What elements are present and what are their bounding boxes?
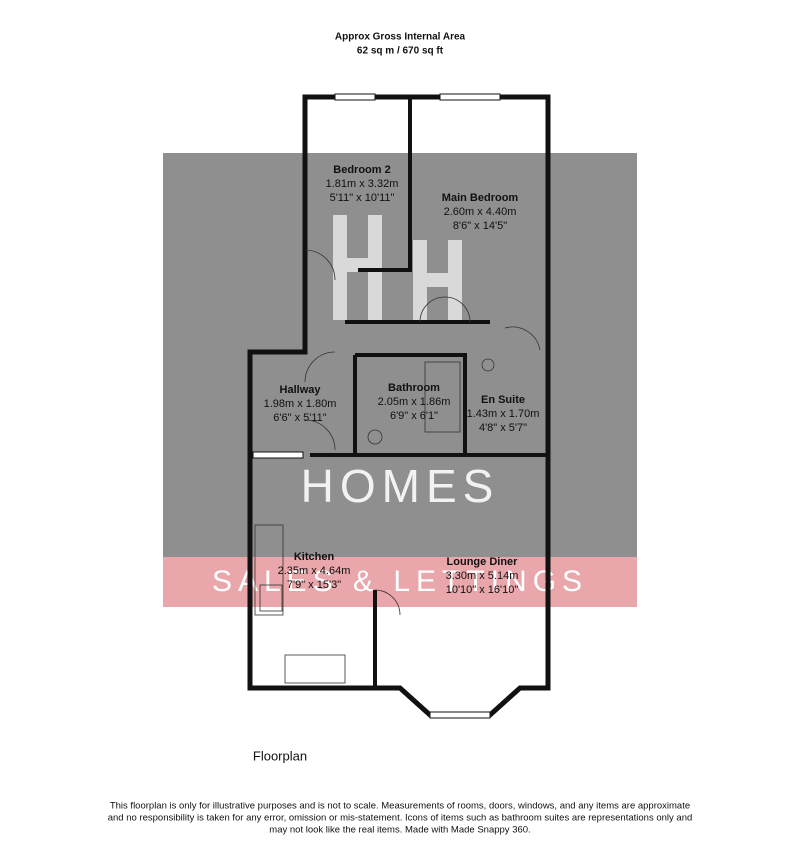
room-imperial: 8'6" x 14'5" bbox=[453, 220, 507, 232]
room-metric: 2.60m x 4.40m bbox=[444, 206, 517, 218]
plan-label: Floorplan bbox=[253, 748, 307, 763]
room-imperial: 6'9" x 6'1" bbox=[390, 410, 438, 422]
bath bbox=[424, 361, 461, 433]
room-name: En Suite bbox=[481, 394, 525, 406]
room-metric: 2.35m x 4.64m bbox=[278, 565, 351, 577]
header-line: 62 sq m / 670 sq ft bbox=[357, 46, 444, 57]
room-name: Lounge Diner bbox=[447, 556, 519, 568]
watermark-tagline: SALES & LETTINGS bbox=[212, 565, 588, 598]
window bbox=[429, 711, 491, 719]
room-metric: 2.05m x 1.86m bbox=[378, 396, 451, 408]
counter bbox=[254, 524, 284, 616]
sink bbox=[284, 654, 346, 684]
watermark-logo bbox=[333, 215, 462, 320]
disclaimer-line: and no responsibility is taken for any e… bbox=[108, 813, 693, 824]
window bbox=[252, 451, 304, 459]
watermark-brand: HOMES bbox=[301, 460, 500, 512]
room-metric: 3.30m x 5.14m bbox=[446, 570, 519, 582]
room-metric: 1.98m x 1.80m bbox=[264, 398, 337, 410]
room-name: Bathroom bbox=[388, 382, 440, 394]
room-imperial: 5'11" x 10'11" bbox=[330, 192, 395, 204]
disclaimer-line: This floorplan is only for illustrative … bbox=[110, 801, 690, 812]
room-name: Bedroom 2 bbox=[333, 164, 390, 176]
inner-wall bbox=[310, 320, 548, 688]
toilet bbox=[481, 358, 495, 372]
door-swing bbox=[304, 249, 541, 616]
disclaimer-line: may not look like the real items. Made w… bbox=[269, 825, 530, 836]
room-name: Kitchen bbox=[294, 551, 335, 563]
basin bbox=[367, 429, 383, 445]
room-imperial: 7'9" x 15'3" bbox=[287, 579, 341, 591]
room-metric: 1.81m x 3.32m bbox=[326, 178, 399, 190]
watermark-band bbox=[163, 557, 637, 607]
header-line: Approx Gross Internal Area bbox=[335, 32, 466, 43]
room-imperial: 6'6" x 5'11" bbox=[273, 412, 326, 424]
room-imperial: 10'10" x 16'10" bbox=[446, 584, 519, 596]
window bbox=[334, 93, 376, 101]
room-metric: 1.43m x 1.70m bbox=[467, 408, 540, 420]
room-name: Hallway bbox=[280, 384, 322, 396]
window bbox=[439, 93, 501, 101]
inner-wall bbox=[358, 97, 412, 272]
room-name: Main Bedroom bbox=[442, 192, 519, 204]
room-imperial: 4'8" x 5'7" bbox=[479, 422, 527, 434]
hob bbox=[259, 584, 283, 612]
